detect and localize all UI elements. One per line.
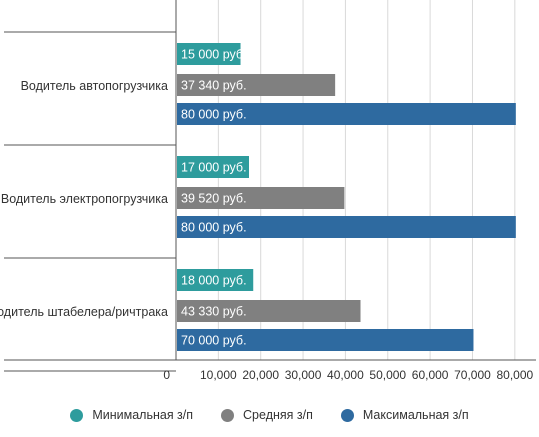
legend-label-max: Максимальная з/п	[362, 408, 469, 422]
legend-swatch-max	[340, 408, 354, 422]
bar-label-s0-c0: 15 000 руб.	[181, 47, 247, 61]
x-tick-label-6: 60,000	[412, 368, 449, 382]
legend-item-avg: Средняя з/п	[221, 408, 313, 422]
bar-s0-c1	[177, 156, 249, 178]
bar-label-s2-c1: 80 000 руб.	[181, 220, 247, 234]
bar-label-s0-c1: 17 000 руб.	[181, 160, 247, 174]
x-tick-label-2: 20,000	[242, 368, 279, 382]
category-label-0: Водитель автопогрузчика	[21, 79, 168, 93]
x-tick-label-8: 80,000	[496, 368, 533, 382]
legend-swatch-min	[70, 408, 84, 422]
legend-swatch-avg	[221, 408, 235, 422]
x-tick-label-0: 0	[163, 368, 170, 382]
bar-label-s1-c0: 37 340 руб.	[181, 78, 247, 92]
x-tick-label-7: 70,000	[454, 368, 491, 382]
category-separators	[4, 0, 536, 372]
x-tick-label-5: 50,000	[369, 368, 406, 382]
legend: Минимальная з/п Средняя з/п Максимальная…	[0, 408, 539, 422]
legend-label-avg: Средняя з/п	[243, 408, 313, 422]
x-tick-label-4: 40,000	[327, 368, 364, 382]
category-labels: Водитель автопогрузчика Водитель электроп…	[0, 79, 168, 319]
bar-s1-c2	[177, 300, 361, 322]
legend-item-min: Минимальная з/п	[70, 408, 193, 422]
bar-s2-c1	[177, 216, 516, 238]
bar-label-s2-c0: 80 000 руб.	[181, 107, 247, 121]
bar-label-s2-c2: 70 000 руб.	[181, 333, 247, 347]
legend-label-min: Минимальная з/п	[92, 408, 194, 422]
x-axis-tick-labels: 0 10,000 20,000 30,000 40,000 50,000 60,000 70,…	[163, 368, 533, 382]
category-label-1: Водитель электропогрузчика	[1, 192, 168, 206]
bar-s1-c1	[177, 187, 345, 209]
legend-item-max: Максимальная з/п	[340, 408, 469, 422]
bar-s2-c0	[177, 103, 516, 125]
bar-label-s0-c2: 18 000 руб.	[181, 273, 247, 287]
bar-label-s1-c1: 39 520 руб.	[181, 191, 247, 205]
bar-s0-c2	[177, 269, 254, 291]
category-label-2: Водитель штабелера/ричтрака	[0, 305, 168, 319]
bar-chart: Водитель автопогрузчика Водитель электроп…	[0, 0, 536, 382]
bar-label-s1-c2: 43 330 руб.	[181, 304, 247, 318]
bar-s1-c0	[177, 74, 336, 96]
bar-s2-c2	[177, 329, 474, 351]
bar-s0-c0	[177, 43, 241, 65]
x-tick-label-3: 30,000	[285, 368, 322, 382]
bars: 15 000 руб. 37 340 руб. 80 000 руб. 17 000 …	[177, 43, 516, 351]
x-tick-label-1: 10,000	[200, 368, 237, 382]
